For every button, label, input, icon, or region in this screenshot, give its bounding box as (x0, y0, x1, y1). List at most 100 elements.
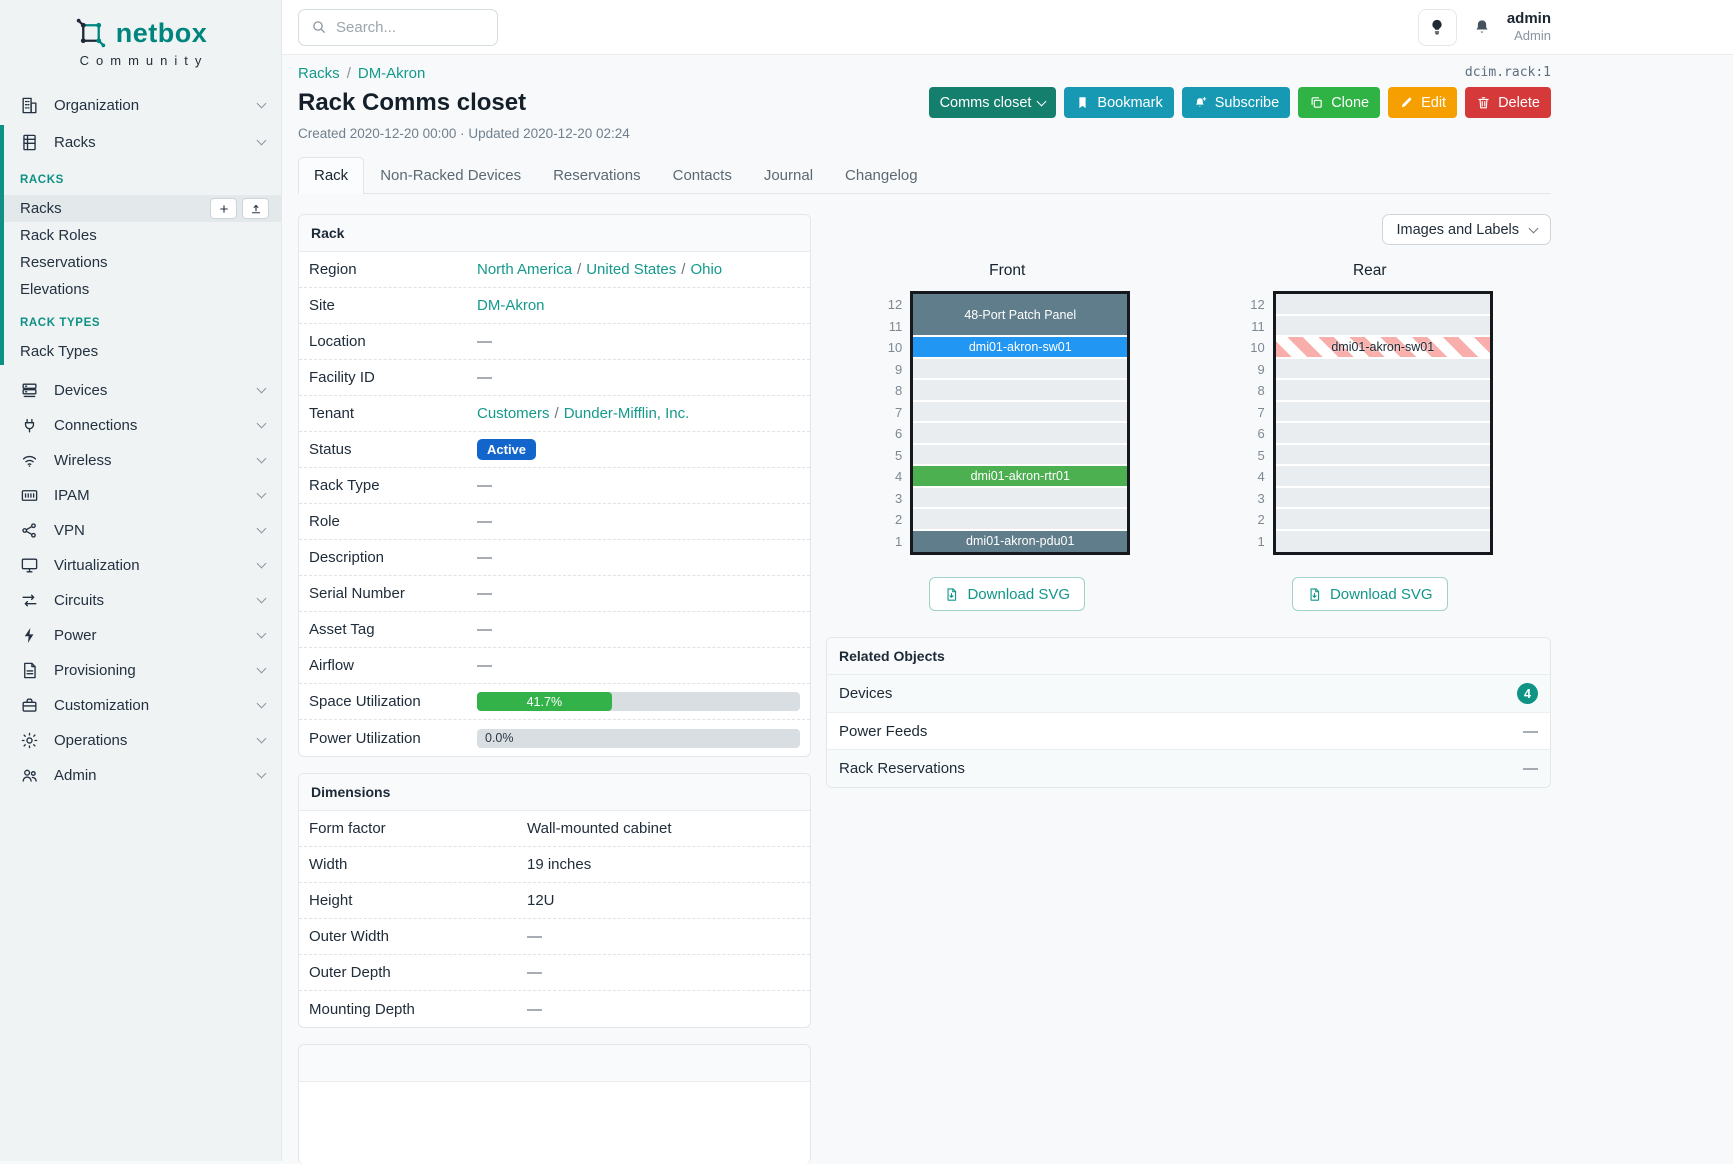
subscribe-button[interactable]: Subscribe (1181, 87, 1291, 118)
tab-reservations[interactable]: Reservations (553, 167, 641, 184)
link-dunder-mifflin-inc[interactable]: Dunder-Mifflin, Inc. (563, 405, 690, 422)
bookmark-button[interactable]: Bookmark (1064, 87, 1174, 118)
field-row-outer-width: Outer Width — (299, 919, 810, 955)
sidebar-item-admin[interactable]: Admin (0, 758, 281, 793)
download-svg-front-button[interactable]: Download SVG (929, 577, 1086, 611)
sidebar-item-wireless[interactable]: Wireless (0, 443, 281, 478)
sidebar-item-organization[interactable]: Organization (0, 88, 281, 123)
theme-toggle-button[interactable] (1417, 8, 1457, 46)
search-input[interactable] (336, 18, 485, 36)
add-button[interactable] (210, 198, 237, 219)
rack-slot-empty[interactable] (913, 423, 1128, 445)
empty-value: — (1523, 722, 1538, 740)
rack-device-dmi01-akron-rtr01[interactable]: dmi01-akron-rtr01 (913, 466, 1128, 488)
sidebar-link-rack-types[interactable]: Rack Types (4, 338, 281, 365)
rack-slot-empty[interactable] (1275, 530, 1490, 552)
rack-device-dmi01-akron-pdu01[interactable]: dmi01-akron-pdu01 (913, 530, 1128, 552)
sidebar-item-operations[interactable]: Operations (0, 723, 281, 758)
sidebar-item-provisioning[interactable]: Provisioning (0, 653, 281, 688)
rack-slot-empty[interactable] (1275, 380, 1490, 402)
dimensions-panel: Dimensions Form factor Wall-mounted cabin… (298, 773, 811, 1028)
sidebar-item-vpn[interactable]: VPN (0, 513, 281, 548)
sidebar-item-connections[interactable]: Connections (0, 408, 281, 443)
tab-journal[interactable]: Journal (763, 167, 814, 184)
unit-label: 2 (1257, 512, 1265, 527)
rack-slot-empty[interactable] (1275, 315, 1490, 337)
rack-name-dropdown-label: Comms closet (939, 94, 1032, 111)
brand[interactable]: netbox Community (0, 0, 281, 70)
ipam-icon (20, 486, 39, 505)
notifications-bell-icon[interactable] (1472, 17, 1492, 37)
count-badge[interactable]: 4 (1517, 683, 1538, 704)
clone-button[interactable]: Clone (1298, 87, 1381, 118)
sidebar-item-circuits[interactable]: Circuits (0, 583, 281, 618)
field-value: — (477, 657, 800, 674)
sidebar-link-rack-roles[interactable]: Rack Roles (4, 222, 281, 249)
rack-slot-empty[interactable] (1275, 466, 1490, 488)
sidebar-item-power[interactable]: Power (0, 618, 281, 653)
user-menu[interactable]: admin Admin (1507, 10, 1551, 45)
sidebar-link-elevations[interactable]: Elevations (4, 276, 281, 303)
import-button[interactable] (242, 198, 269, 219)
empty-value: — (527, 964, 542, 981)
link-north-america[interactable]: North America (477, 261, 573, 278)
rack-slot-empty[interactable] (913, 487, 1128, 509)
chevron-down-icon (256, 523, 267, 534)
edit-button[interactable]: Edit (1388, 87, 1458, 118)
rack-slot-empty[interactable] (1275, 509, 1490, 531)
unit-label: 6 (1257, 426, 1265, 441)
rack-slot-empty[interactable] (1275, 423, 1490, 445)
link-customers[interactable]: Customers (477, 405, 550, 422)
rack-slot-empty[interactable] (913, 380, 1128, 402)
field-label: Outer Depth (309, 964, 391, 981)
field-label: Role (309, 513, 340, 530)
sidebar-item-virtualization[interactable]: Virtualization (0, 548, 281, 583)
bookmark-label: Bookmark (1097, 94, 1163, 111)
tab-non-racked-devices[interactable]: Non-Racked Devices (380, 167, 522, 184)
sidebar-item-racks[interactable]: Racks (4, 125, 281, 160)
rack-device-dmi01-akron-sw01[interactable]: dmi01-akron-sw01 (1275, 337, 1490, 359)
field-label: Airflow (309, 657, 355, 674)
rack-slot-empty[interactable] (913, 444, 1128, 466)
link-ohio[interactable]: Ohio (690, 261, 723, 278)
sidebar-item-ipam[interactable]: IPAM (0, 478, 281, 513)
tab-rack[interactable]: Rack (298, 157, 365, 194)
breadcrumb-racks-link[interactable]: Racks (298, 65, 340, 82)
front-rack-elevation: 48-Port Patch Panel dmi01-akron-sw01 dmi01… (910, 291, 1131, 555)
trash-icon (1478, 97, 1489, 109)
breadcrumb-site-link[interactable]: DM-Akron (357, 65, 426, 82)
rack-slot-empty[interactable] (1275, 487, 1490, 509)
related-row-rack-reservations[interactable]: Rack Reservations — (827, 750, 1550, 787)
rack-slot-empty[interactable] (913, 401, 1128, 423)
rack-slot-empty[interactable] (913, 509, 1128, 531)
monitor-icon (20, 556, 39, 575)
link-dm-akron[interactable]: DM-Akron (477, 297, 545, 314)
related-row-power-feeds[interactable]: Power Feeds — (827, 713, 1550, 750)
field-row-height: Height 12U (299, 883, 810, 919)
rack-slot-empty[interactable] (913, 358, 1128, 380)
sidebar-item-customization[interactable]: Customization (0, 688, 281, 723)
rack-slot-empty[interactable] (1275, 294, 1490, 316)
field-label: Status (309, 441, 352, 458)
download-svg-rear-button[interactable]: Download SVG (1291, 577, 1448, 611)
elevation-view-select[interactable]: Images and Labels (1382, 214, 1551, 245)
sidebar-item-label: Circuits (54, 592, 105, 609)
link-united-states[interactable]: United States (586, 261, 677, 278)
sidebar-item-devices[interactable]: Devices (0, 373, 281, 408)
field-value: 12U (527, 892, 800, 909)
tab-changelog[interactable]: Changelog (845, 167, 918, 184)
tab-contacts[interactable]: Contacts (672, 167, 732, 184)
delete-button[interactable]: Delete (1465, 87, 1551, 118)
rack-name-dropdown-button[interactable]: Comms closet (928, 87, 1057, 118)
rack-slot-empty[interactable] (1275, 401, 1490, 423)
empty-value: — (477, 333, 492, 350)
related-row-devices[interactable]: Devices 4 (827, 675, 1550, 713)
rack-device-48-port-patch-panel[interactable]: 48-Port Patch Panel (913, 294, 1128, 337)
rack-device-dmi01-akron-sw01[interactable]: dmi01-akron-sw01 (913, 337, 1128, 359)
sidebar-link-reservations[interactable]: Reservations (4, 249, 281, 276)
subscribe-label: Subscribe (1214, 94, 1280, 111)
rack-slot-empty[interactable] (1275, 358, 1490, 380)
sidebar-item-label: Wireless (54, 452, 112, 469)
rack-slot-empty[interactable] (1275, 444, 1490, 466)
sidebar-link-racks[interactable]: Racks (4, 195, 281, 222)
